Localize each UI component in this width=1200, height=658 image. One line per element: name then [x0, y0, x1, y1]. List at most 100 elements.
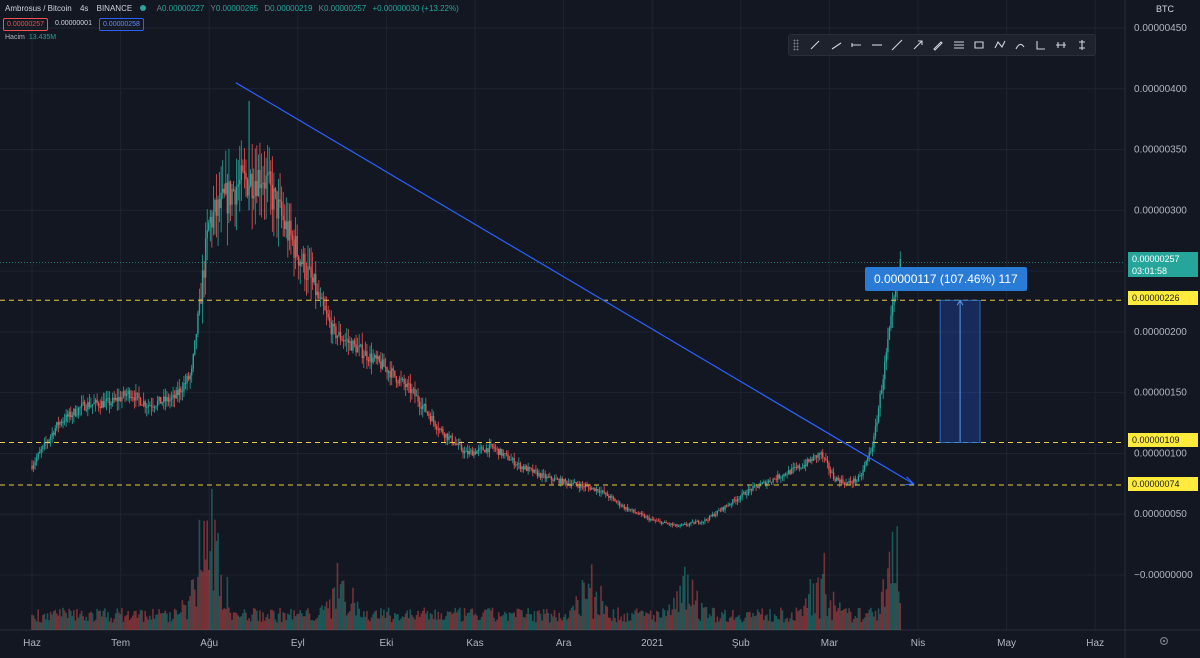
- candle-body: [682, 524, 684, 526]
- candle-body: [656, 520, 658, 522]
- horizontal-levels[interactable]: [0, 262, 1125, 486]
- volume-bar: [749, 611, 751, 630]
- candle-body: [586, 485, 588, 487]
- candle-body: [752, 485, 754, 491]
- volume-bar: [659, 617, 661, 630]
- polyline-icon[interactable]: [990, 36, 1011, 54]
- volume-bar: [621, 621, 624, 630]
- volume-bar: [104, 608, 106, 630]
- volume-bar: [625, 621, 627, 630]
- arrow-icon[interactable]: [908, 36, 929, 54]
- volume-bar: [607, 617, 610, 630]
- volume-bar: [786, 617, 788, 630]
- descending-trendline[interactable]: [235, 82, 914, 485]
- volume-bar: [189, 595, 191, 630]
- candle-body: [315, 274, 317, 296]
- high-label: Y: [210, 4, 216, 13]
- volume-bar: [866, 613, 869, 630]
- candle-body: [522, 466, 525, 470]
- sell-button[interactable]: 0.00000257: [3, 18, 48, 31]
- ray-icon[interactable]: [826, 36, 847, 54]
- volume-bar: [581, 579, 584, 630]
- candle-body: [431, 415, 433, 422]
- volume-bar: [426, 611, 429, 630]
- buy-button[interactable]: 0.00000258: [98, 18, 144, 31]
- horizontal-line-icon[interactable]: [867, 36, 888, 54]
- candle-body: [311, 277, 314, 283]
- candle-body: [428, 413, 430, 416]
- candle-body: [667, 523, 669, 524]
- candle-body: [857, 475, 860, 481]
- volume-bar: [890, 583, 892, 630]
- candle-body: [302, 253, 305, 265]
- volume-bar: [812, 583, 815, 630]
- volume-bar: [226, 576, 229, 630]
- volume-bar: [821, 573, 824, 630]
- candle-body: [404, 384, 407, 388]
- pen-icon[interactable]: [928, 36, 949, 54]
- candle-body: [496, 448, 498, 450]
- volume-bar: [415, 614, 418, 630]
- volume-bar: [291, 619, 294, 630]
- volume-bar: [725, 621, 728, 630]
- symbol-name[interactable]: Ambrosus / Bitcoin: [5, 4, 72, 13]
- candle-body: [339, 331, 342, 340]
- volume-bar: [832, 591, 835, 630]
- candle-body: [373, 355, 376, 358]
- candle-body: [389, 371, 391, 378]
- interval[interactable]: 4s: [79, 4, 89, 13]
- volume-bar: [136, 617, 139, 630]
- volume-bar: [804, 598, 807, 630]
- volume-bar: [640, 610, 643, 630]
- extended-line-icon[interactable]: [887, 36, 908, 54]
- candle-body: [860, 475, 863, 477]
- volume-bar: [682, 576, 685, 630]
- candle-body: [225, 182, 227, 194]
- volume-bar: [535, 622, 537, 630]
- volume-bar: [711, 607, 714, 630]
- volume-bar: [778, 619, 781, 630]
- volume-label[interactable]: Hacim: [5, 34, 25, 41]
- volume-bar: [594, 596, 596, 630]
- candle-body: [133, 397, 136, 401]
- volume-bar: [798, 610, 801, 630]
- candle-body: [273, 188, 275, 210]
- candle-body: [566, 481, 568, 485]
- candle-body: [653, 519, 655, 521]
- fib-retracement-icon[interactable]: [949, 36, 970, 54]
- volume-bar: [311, 620, 314, 630]
- candle-body: [736, 499, 739, 502]
- volume-bar: [313, 620, 315, 630]
- volume-bar: [831, 620, 833, 630]
- volume-bar: [304, 616, 306, 630]
- date-range-icon[interactable]: [1051, 36, 1072, 54]
- volume-bar: [234, 612, 236, 630]
- volume-bar: [404, 613, 407, 630]
- horizontal-ray-icon[interactable]: [846, 36, 867, 54]
- candle-body: [555, 478, 557, 480]
- volume-bar: [603, 613, 605, 630]
- price-range-icon[interactable]: [1072, 36, 1093, 54]
- volume-bar: [638, 611, 641, 630]
- time-axis[interactable]: Haz Tem Ağu Eyl Eki Kas Ara 2021 Şub Mar Nis May Haz: [23, 638, 1104, 649]
- brush-icon[interactable]: [1010, 36, 1031, 54]
- rectangle-icon[interactable]: [969, 36, 990, 54]
- candle-body: [705, 519, 708, 521]
- volume-bar: [787, 621, 790, 630]
- trend-line-icon[interactable]: [805, 36, 826, 54]
- candle-body: [440, 428, 443, 430]
- volume-bar: [555, 617, 557, 630]
- candle-body: [262, 182, 264, 185]
- volume-bar: [541, 620, 543, 630]
- volume-bar: [775, 616, 778, 630]
- candle-body: [318, 291, 320, 299]
- measure-icon[interactable]: [1031, 36, 1052, 54]
- gear-icon[interactable]: [1158, 635, 1172, 649]
- volume-bar: [324, 606, 326, 630]
- volume-bar: [883, 606, 886, 630]
- volume-bar: [840, 610, 843, 630]
- candle-body: [792, 467, 794, 469]
- price-range-measure[interactable]: [904, 299, 981, 486]
- drag-handle[interactable]: [793, 39, 799, 51]
